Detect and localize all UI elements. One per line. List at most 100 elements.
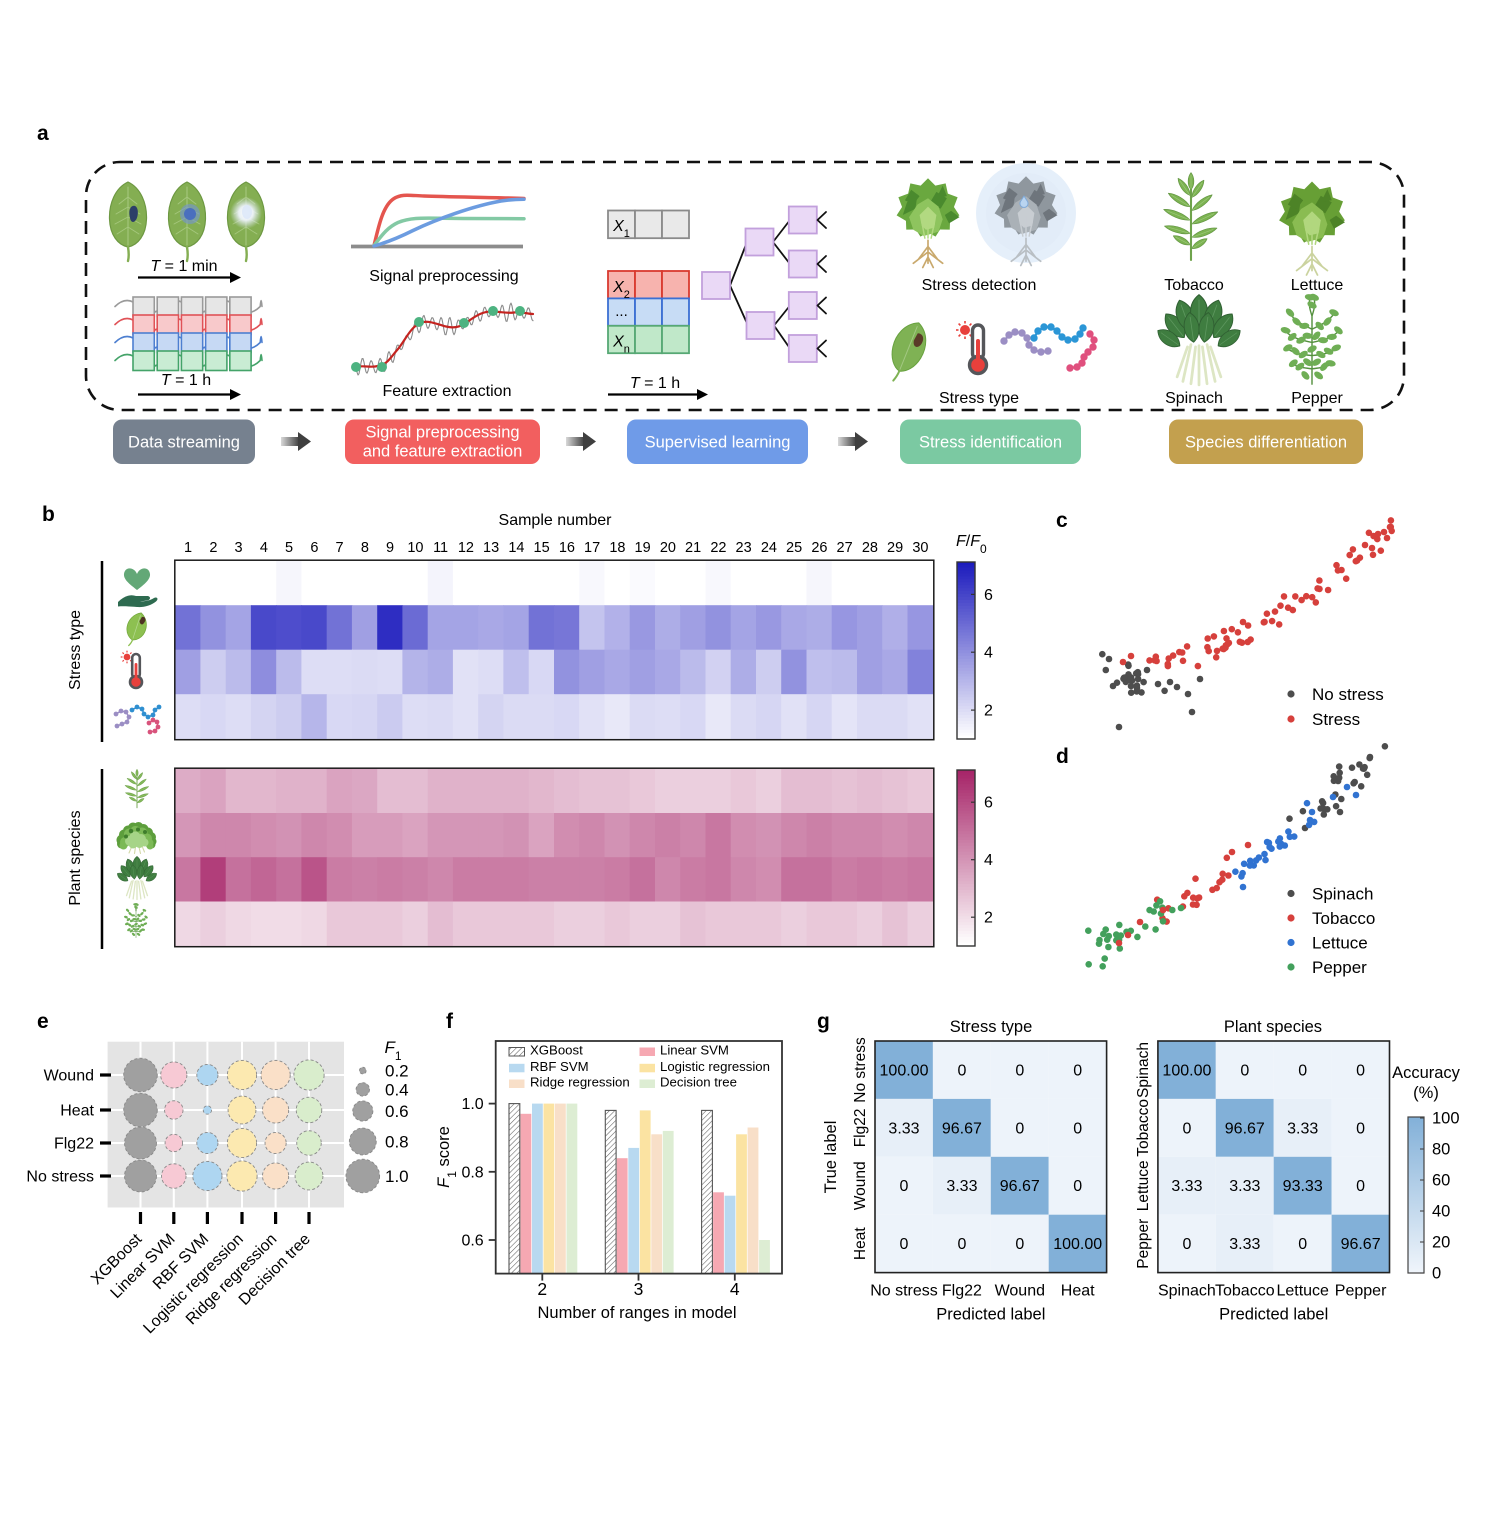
svg-text:Decision tree: Decision tree xyxy=(660,1075,737,1090)
svg-text:Spinach: Spinach xyxy=(1135,1042,1152,1098)
svg-text:19: 19 xyxy=(635,540,651,556)
svg-text:0.6: 0.6 xyxy=(461,1233,483,1250)
svg-text:0: 0 xyxy=(1356,1063,1365,1080)
svg-text:and feature extraction: and feature extraction xyxy=(363,443,523,461)
svg-text:No stress: No stress xyxy=(26,1169,94,1186)
svg-text:c: c xyxy=(1056,509,1068,532)
svg-text:96.67: 96.67 xyxy=(1225,1120,1265,1137)
svg-text:Heat: Heat xyxy=(1061,1283,1095,1300)
svg-text:Xn: Xn xyxy=(612,334,630,356)
svg-text:20: 20 xyxy=(1432,1234,1450,1252)
svg-text:0.6: 0.6 xyxy=(385,1102,409,1121)
svg-text:9: 9 xyxy=(386,540,394,556)
svg-text:80: 80 xyxy=(1432,1141,1450,1159)
svg-text:Stress detection: Stress detection xyxy=(922,277,1037,294)
svg-text:0: 0 xyxy=(957,1063,966,1080)
svg-text:True label: True label xyxy=(822,1121,840,1194)
svg-text:0.8: 0.8 xyxy=(385,1133,409,1152)
svg-text:2: 2 xyxy=(984,910,993,927)
svg-text:Predicted label: Predicted label xyxy=(1219,1306,1328,1324)
svg-text:0: 0 xyxy=(1015,1236,1024,1253)
svg-text:Logistic regression: Logistic regression xyxy=(660,1059,770,1074)
svg-text:Number of ranges in model: Number of ranges in model xyxy=(537,1304,736,1322)
svg-text:Wound: Wound xyxy=(995,1283,1045,1300)
svg-text:0: 0 xyxy=(1182,1120,1191,1137)
svg-text:Flg22: Flg22 xyxy=(942,1283,982,1300)
svg-text:Spinach: Spinach xyxy=(1165,390,1223,407)
svg-text:18: 18 xyxy=(609,540,625,556)
svg-text:Plant species: Plant species xyxy=(1224,1018,1322,1036)
svg-text:No stress: No stress xyxy=(870,1283,938,1300)
svg-text:3: 3 xyxy=(634,1279,644,1299)
svg-text:0: 0 xyxy=(1298,1236,1307,1253)
svg-text:Linear SVM: Linear SVM xyxy=(660,1043,729,1058)
svg-text:4: 4 xyxy=(730,1279,740,1299)
svg-text:Pepper: Pepper xyxy=(1335,1283,1387,1300)
svg-text:Sample number: Sample number xyxy=(499,512,613,529)
svg-text:Lettuce: Lettuce xyxy=(1135,1160,1152,1211)
svg-text:8: 8 xyxy=(361,540,369,556)
svg-text:100: 100 xyxy=(1432,1110,1460,1128)
svg-text:f: f xyxy=(446,1010,454,1033)
svg-text:40: 40 xyxy=(1432,1203,1450,1221)
svg-text:11: 11 xyxy=(433,540,448,556)
svg-text:RBF SVM: RBF SVM xyxy=(530,1059,589,1074)
svg-text:100.00: 100.00 xyxy=(1053,1236,1102,1253)
svg-text:0: 0 xyxy=(1015,1120,1024,1137)
svg-text:96.67: 96.67 xyxy=(1000,1178,1040,1195)
svg-text:0.2: 0.2 xyxy=(385,1062,409,1081)
svg-text:T = 1 min: T = 1 min xyxy=(150,258,217,275)
svg-text:2: 2 xyxy=(984,703,993,720)
svg-text:0: 0 xyxy=(1182,1236,1191,1253)
svg-text:0: 0 xyxy=(900,1178,909,1195)
svg-text:Species differentiation: Species differentiation xyxy=(1185,434,1347,452)
svg-text:0: 0 xyxy=(1432,1265,1441,1283)
svg-text:a: a xyxy=(37,122,49,145)
svg-text:Spinach: Spinach xyxy=(1312,885,1373,904)
svg-text:Stress type: Stress type xyxy=(939,390,1019,407)
svg-text:X2: X2 xyxy=(612,279,630,301)
svg-text:29: 29 xyxy=(887,540,903,556)
svg-text:Data streaming: Data streaming xyxy=(128,434,240,452)
svg-text:0: 0 xyxy=(1073,1178,1082,1195)
svg-text:100.00: 100.00 xyxy=(880,1063,929,1080)
svg-text:93.33: 93.33 xyxy=(1283,1178,1323,1195)
svg-text:Heat: Heat xyxy=(60,1103,94,1120)
svg-text:3.33: 3.33 xyxy=(1229,1178,1260,1195)
svg-text:22: 22 xyxy=(710,540,726,556)
svg-text:0: 0 xyxy=(1298,1063,1307,1080)
svg-text:24: 24 xyxy=(761,540,777,556)
svg-text:3.33: 3.33 xyxy=(1171,1178,1202,1195)
svg-text:Supervised learning: Supervised learning xyxy=(645,434,791,452)
svg-text:2: 2 xyxy=(209,540,217,556)
svg-text:12: 12 xyxy=(458,540,474,556)
svg-text:23: 23 xyxy=(736,540,752,556)
svg-text:14: 14 xyxy=(508,540,524,556)
svg-text:60: 60 xyxy=(1432,1172,1450,1190)
svg-text:10: 10 xyxy=(407,540,423,556)
svg-text:1.0: 1.0 xyxy=(385,1167,409,1186)
svg-text:96.67: 96.67 xyxy=(1341,1236,1381,1253)
svg-text:0: 0 xyxy=(900,1236,909,1253)
svg-text:T = 1 h: T = 1 h xyxy=(630,375,680,392)
svg-text:25: 25 xyxy=(786,540,802,556)
svg-text:3.33: 3.33 xyxy=(888,1120,919,1137)
svg-text:Feature extraction: Feature extraction xyxy=(383,383,512,400)
svg-text:b: b xyxy=(42,503,55,526)
svg-text:4: 4 xyxy=(984,645,993,662)
svg-text:Flg22: Flg22 xyxy=(852,1109,869,1148)
svg-text:Plant species: Plant species xyxy=(67,810,84,905)
svg-text:Wound: Wound xyxy=(44,1068,94,1085)
svg-text:Accuracy: Accuracy xyxy=(1392,1064,1461,1082)
svg-text:No stress: No stress xyxy=(852,1037,869,1103)
svg-text:Lettuce: Lettuce xyxy=(1312,934,1368,953)
svg-text:100.00: 100.00 xyxy=(1162,1063,1211,1080)
svg-text:F1: F1 xyxy=(384,1038,401,1063)
svg-text:Tobacco: Tobacco xyxy=(1135,1099,1152,1157)
svg-text:...: ... xyxy=(615,303,628,320)
svg-text:Pepper: Pepper xyxy=(1135,1219,1152,1269)
svg-text:Pepper: Pepper xyxy=(1312,958,1367,977)
svg-text:Tobacco: Tobacco xyxy=(1164,277,1224,294)
svg-text:Tobacco: Tobacco xyxy=(1215,1283,1275,1300)
svg-text:2: 2 xyxy=(537,1279,547,1299)
